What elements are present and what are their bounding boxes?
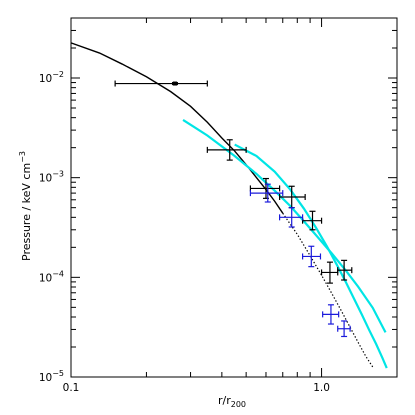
y-tick-label-base: 10: [39, 272, 52, 284]
y-axis-label-main: Pressure / keV cm: [20, 163, 33, 261]
series-4-point-1: [206, 139, 247, 161]
y-axis-label-unit-exponent: −3: [18, 151, 27, 163]
x-axis-label-main: r/r: [218, 394, 231, 407]
series-5-point-0: [249, 183, 284, 203]
y-tick-label-1: 10−4: [39, 269, 64, 284]
x-axis-label-subscript: 200: [231, 400, 246, 409]
y-tick-label-exponent: −2: [52, 70, 64, 79]
series-4-point-0: [114, 80, 208, 87]
data-marks: [70, 42, 388, 369]
series-5-point-3: [322, 304, 340, 325]
y-axis-label: Pressure / keV cm−3: [18, 151, 33, 261]
series-0-line: [70, 42, 284, 214]
y-tick-label-2: 10−3: [39, 170, 64, 185]
series-5-point-1: [279, 207, 304, 228]
y-tick-label-exponent: −3: [52, 170, 64, 179]
y-tick-label-base: 10: [39, 73, 52, 85]
series-4-point-4: [301, 210, 323, 231]
y-tick-label-base: 10: [39, 173, 52, 185]
y-tick-label-exponent: −4: [52, 269, 64, 278]
x-axis-label: r/r200: [218, 394, 246, 409]
plot-frame: [70, 17, 398, 378]
axis-ticks: 0.1 1.010−510−410−310−2: [39, 17, 398, 394]
series-5-point-2: [301, 245, 322, 268]
y-tick-label-3: 10−2: [39, 70, 64, 85]
series-5-point-4: [337, 320, 351, 338]
series-4-point-2: [249, 177, 281, 199]
series-4-point-6: [337, 259, 353, 281]
x-tick-label-0: 0.1: [63, 382, 80, 394]
y-tick-label-base: 10: [39, 372, 52, 384]
point-marker: [172, 81, 177, 86]
y-tick-label-0: 10−5: [39, 369, 64, 384]
series-3-line: [234, 143, 388, 369]
series-1-line: [282, 212, 374, 368]
x-tick-label-1: 1.0: [313, 382, 330, 394]
y-tick-label-exponent: −5: [52, 369, 64, 378]
